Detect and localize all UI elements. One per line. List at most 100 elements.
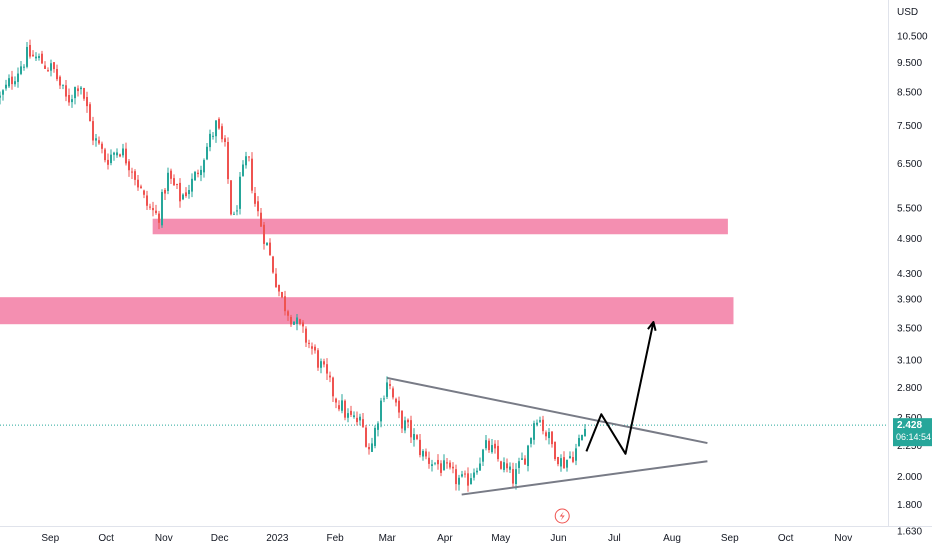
candle-body	[275, 273, 277, 288]
trendline-upper	[387, 376, 708, 445]
candle	[164, 187, 166, 200]
candle-body	[482, 449, 484, 462]
candle-body	[230, 180, 232, 215]
candle-body	[314, 346, 316, 351]
candle-body	[194, 171, 196, 181]
candle-body	[182, 194, 184, 200]
candle-body	[8, 78, 10, 87]
candle	[146, 190, 148, 210]
time-tick-label: Oct	[98, 533, 114, 544]
candle-body	[320, 361, 322, 368]
candle	[377, 421, 379, 437]
candle	[65, 79, 67, 102]
candle	[389, 379, 391, 390]
candle	[71, 94, 73, 108]
candle	[488, 438, 490, 453]
candle	[221, 123, 223, 143]
candle	[206, 143, 208, 161]
time-tick-label: Jun	[550, 533, 566, 544]
candle-body	[122, 148, 124, 156]
candle	[326, 358, 328, 381]
candle-body	[143, 190, 145, 195]
candle	[533, 420, 535, 445]
candle	[359, 413, 361, 426]
candle-body	[536, 422, 538, 425]
candle-body	[542, 419, 544, 432]
candle	[0, 91, 1, 105]
candle	[56, 64, 58, 82]
candle	[566, 459, 568, 472]
candle	[314, 344, 316, 354]
candle	[584, 424, 586, 437]
candle	[89, 102, 91, 122]
candle	[257, 196, 259, 217]
candle	[128, 158, 130, 177]
candle-body	[179, 182, 181, 202]
candle-body	[68, 95, 70, 103]
candle	[335, 397, 337, 409]
candle-body	[113, 152, 115, 155]
price-tick-label: 6.500	[897, 159, 922, 170]
candle	[152, 201, 154, 217]
event-marker[interactable]	[554, 508, 570, 524]
candle	[524, 455, 526, 465]
candle-body	[458, 477, 460, 485]
candle-body	[365, 427, 367, 447]
candle-body	[110, 154, 112, 164]
candle-body	[86, 96, 88, 107]
candle-body	[524, 458, 526, 465]
candle	[62, 84, 64, 90]
candle	[557, 456, 559, 467]
candle	[194, 170, 196, 181]
candle	[290, 314, 292, 327]
candle-body	[473, 472, 475, 478]
projection-path	[585, 320, 657, 455]
candle	[140, 184, 142, 189]
candle	[86, 91, 88, 113]
candle	[191, 173, 193, 198]
candle-body	[509, 466, 511, 470]
candle-body	[134, 171, 136, 180]
candle	[47, 67, 49, 73]
candle	[125, 142, 127, 166]
candle	[515, 463, 517, 490]
candle-body	[413, 434, 415, 440]
price-axis[interactable]: 10.500 9.500 8.500 7.500 6.500 5.500 4.900 4.30…	[897, 32, 928, 538]
candle	[83, 87, 85, 101]
candle	[176, 183, 178, 189]
price-tick-label: 1.630	[897, 527, 922, 538]
candle	[476, 467, 478, 475]
candle	[119, 153, 121, 158]
candle-body	[317, 350, 319, 368]
candle	[497, 440, 499, 462]
candle-body	[17, 73, 19, 82]
price-tick-label: 4.900	[897, 234, 922, 245]
candle	[80, 86, 82, 95]
candle	[182, 193, 184, 201]
time-axis[interactable]: Sep Oct Nov Dec 2023 Feb Mar Apr May Jun Jul Aug Sep…	[41, 533, 852, 544]
price-tick-label: 4.300	[897, 269, 922, 280]
candle-body	[488, 440, 490, 451]
price-tick-label: 1.800	[897, 500, 922, 511]
candle-body	[341, 400, 343, 411]
candle-body	[62, 84, 64, 86]
candle	[2, 89, 4, 101]
candle	[107, 153, 109, 170]
candle-body	[263, 224, 265, 244]
time-tick-label: Apr	[437, 533, 453, 544]
candle-body	[95, 138, 97, 141]
candle-body	[176, 183, 178, 185]
candle-body	[227, 141, 229, 180]
candle	[230, 180, 232, 216]
candle-body	[449, 462, 451, 468]
candle	[11, 70, 13, 90]
candle-body	[515, 469, 517, 484]
candle	[446, 457, 448, 469]
candle	[350, 405, 352, 418]
candle	[479, 457, 481, 471]
candle	[209, 129, 211, 152]
trendline-lower	[461, 460, 708, 496]
candle	[563, 451, 565, 469]
price-tick-label: 7.500	[897, 121, 922, 132]
